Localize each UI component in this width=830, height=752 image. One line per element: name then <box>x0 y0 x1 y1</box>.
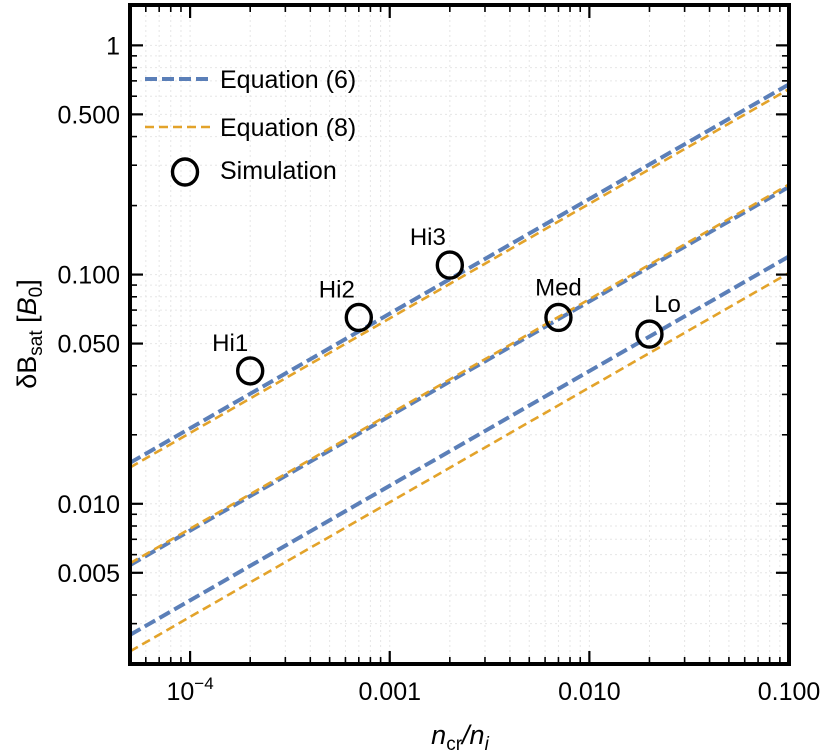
simulation-point <box>344 302 374 333</box>
x-tick-label: 0.010 <box>558 678 621 706</box>
point-label: Med <box>535 274 582 301</box>
simulation-point <box>235 356 265 386</box>
y-tick-label: 0.010 <box>57 491 120 519</box>
simulation-point <box>544 302 573 333</box>
legend: Equation (6) Equation (8) Simulation <box>145 66 356 187</box>
legend-label: Simulation <box>220 157 337 185</box>
x-axis-label: ncr/ni <box>431 720 489 752</box>
y-tick-label: 1 <box>106 32 120 60</box>
legend-label: Equation (8) <box>220 114 356 142</box>
x-tick-label: 10−4 <box>166 674 213 706</box>
y-tick-label: 0.100 <box>57 262 120 290</box>
point-label: Hi3 <box>410 224 446 251</box>
legend-swatch <box>170 157 200 187</box>
x-tick-label: 0.100 <box>758 678 821 706</box>
equation-8-line <box>129 271 790 653</box>
plot-frame <box>128 3 791 666</box>
equation-6-line <box>129 185 790 567</box>
point-label: Hi2 <box>319 276 355 303</box>
tick-labels: 10−4 0.001 0.010 0.100 0.005 0.010 0.050 0.100 0… <box>57 32 820 706</box>
point-label: Lo <box>654 291 681 318</box>
equation-8-line <box>129 87 790 469</box>
simulation-points: Hi1 Hi2 Hi3 Med Lo <box>212 224 681 386</box>
simulation-point <box>435 250 465 280</box>
y-tick-label: 0.050 <box>57 331 120 359</box>
x-tick-label: 0.001 <box>358 678 421 706</box>
y-tick-label: 0.005 <box>57 560 120 588</box>
simulation-point <box>635 319 664 349</box>
series-lines <box>129 82 790 653</box>
equation-6-line <box>129 254 790 637</box>
point-label: Hi1 <box>212 330 248 357</box>
equation-8-line <box>129 183 790 565</box>
y-tick-label: 0.500 <box>57 101 120 129</box>
y-axis-label: δBsat [B0] <box>12 279 47 389</box>
legend-label: Equation (6) <box>220 66 356 94</box>
